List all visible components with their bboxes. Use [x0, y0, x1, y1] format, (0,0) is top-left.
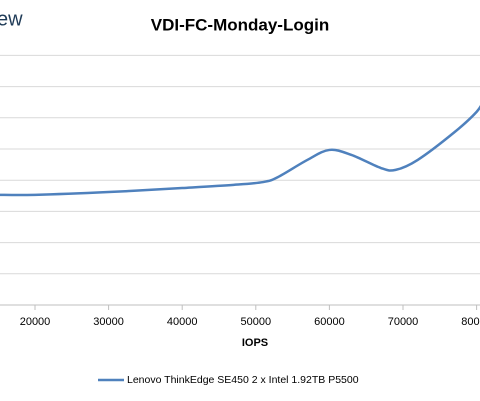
series-line: [0, 105, 480, 197]
x-tick-label: 70000: [388, 316, 419, 328]
chart-title: VDI-FC-Monday-Login: [151, 15, 329, 34]
x-tick-label: 80000: [461, 316, 480, 328]
x-axis-label: IOPS: [242, 337, 268, 349]
x-tick-label: 20000: [20, 316, 51, 328]
x-tick-label: 50000: [241, 316, 272, 328]
x-tick-label: 40000: [167, 316, 198, 328]
legend-label: Lenovo ThinkEdge SE450 2 x Intel 1.92TB …: [127, 374, 359, 386]
logo-fragment: ew: [0, 8, 23, 30]
x-tick-label: 30000: [93, 316, 124, 328]
x-tick-label: 60000: [314, 316, 345, 328]
